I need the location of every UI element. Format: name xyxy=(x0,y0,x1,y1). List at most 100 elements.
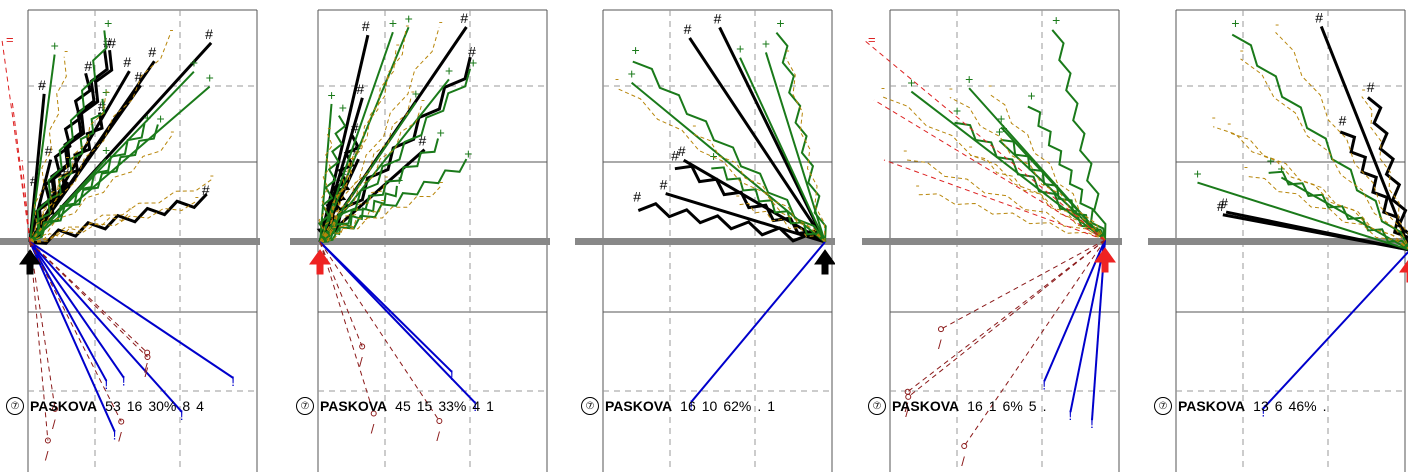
shot-off-mark: - xyxy=(881,80,885,94)
pass-line xyxy=(29,241,116,432)
goal-mark: # xyxy=(351,120,359,136)
shot-on-trail xyxy=(739,57,826,243)
shot-on-mark: + xyxy=(395,172,403,188)
lost-mark: / xyxy=(961,454,965,469)
shot-off-mark: - xyxy=(210,168,214,182)
shot-off-trail xyxy=(882,96,1106,241)
shot-on-mark: + xyxy=(328,87,336,103)
shot-off-trail xyxy=(319,96,412,243)
shot-off-mark: - xyxy=(384,169,388,183)
panel-3: # # # # # # + + + + + + - - - -! ⑦ PASKOVA 16 10 62%. 1 xyxy=(575,0,835,472)
lost-dot xyxy=(52,405,59,412)
goal-mark: # xyxy=(671,147,679,163)
player-arrow xyxy=(309,249,331,275)
shot-on-trail xyxy=(29,85,211,243)
lost-dot xyxy=(118,418,125,425)
shot-on-mark: + xyxy=(710,148,718,164)
shot-on-trail xyxy=(954,121,1106,241)
goal-mark: # xyxy=(1367,79,1375,95)
goal-mark: # xyxy=(362,18,370,34)
lost-line xyxy=(907,239,1106,398)
red-shot-mark: = xyxy=(868,32,876,47)
lost-dot xyxy=(44,437,51,444)
player-arrow xyxy=(1094,247,1116,273)
goal-mark: # xyxy=(678,143,686,159)
shot-on-mark: + xyxy=(339,99,347,115)
lost-mark: / xyxy=(371,421,375,436)
shot-off-mark: - xyxy=(381,192,385,206)
lost-dot xyxy=(144,349,151,356)
shot-on-mark: + xyxy=(437,125,445,141)
shot-off-trail xyxy=(1245,175,1408,250)
shot-off-trail xyxy=(319,26,440,243)
goal-mark: # xyxy=(633,189,641,205)
stat-value: 45 xyxy=(395,398,411,414)
shot-on-mark: + xyxy=(1267,152,1275,168)
shot-on-trail xyxy=(319,185,398,243)
midline-bar xyxy=(290,238,550,245)
shot-on-trail xyxy=(1280,176,1408,251)
goal-mark: # xyxy=(103,35,111,51)
goal-trail xyxy=(1319,25,1408,250)
shot-on-trail xyxy=(319,78,450,243)
shot-off-trail xyxy=(917,193,1106,241)
lost-dot xyxy=(904,388,911,395)
shot-on-mark: + xyxy=(469,55,477,71)
shot-off-trail xyxy=(318,133,333,243)
shot-off-mark: - xyxy=(439,15,443,29)
panel-2: # # # # # # # # + + + + + + + + + + - - - - - - - - - -!! / / / ⑦ PASKOV… xyxy=(290,0,550,472)
lost-dot xyxy=(937,326,944,333)
midline-bar xyxy=(862,238,1122,245)
red-shot-line xyxy=(863,39,1106,241)
panel-caption: ⑦ PASKOVA 16 10 62%. 1 xyxy=(581,397,775,415)
red-shot-line xyxy=(873,99,1106,241)
goal-mark: # xyxy=(108,35,116,51)
shot-on-mark: + xyxy=(1277,161,1285,177)
shot-on-mark: + xyxy=(143,109,151,125)
shot-on-mark: + xyxy=(762,35,770,51)
pass-line xyxy=(1069,239,1106,413)
shot-on-mark: + xyxy=(997,110,1005,126)
player-number-badge: ⑦ xyxy=(6,397,24,415)
shot-off-trail xyxy=(319,31,407,243)
shot-off-mark: - xyxy=(195,190,199,204)
goal-trail xyxy=(29,193,208,245)
red-shot-mark: = xyxy=(6,32,14,47)
pass-mark: ! xyxy=(1042,376,1046,392)
pass-line xyxy=(29,241,125,379)
pass-mark: ! xyxy=(113,427,117,443)
shot-on-mark: + xyxy=(1193,166,1201,182)
shot-off-mark: - xyxy=(405,18,409,32)
shot-off-mark: - xyxy=(969,139,973,153)
shot-on-mark: + xyxy=(51,38,59,54)
shot-on-trail xyxy=(29,54,56,243)
stat-value: 16 xyxy=(680,398,696,414)
pass-line xyxy=(1043,239,1106,382)
red-shot-line xyxy=(11,99,31,243)
shot-off-trail xyxy=(905,159,1106,241)
shot-on-trail xyxy=(319,26,410,243)
shot-off-mark: - xyxy=(411,84,415,98)
player-name: PASKOVA xyxy=(30,398,98,414)
shot-on-trail xyxy=(319,158,468,243)
player-name: PASKOVA xyxy=(605,398,673,414)
shot-off-trail xyxy=(785,57,826,243)
shot-off-trail xyxy=(988,93,1106,241)
stat-value: . xyxy=(757,398,762,414)
shot-on-trail xyxy=(1027,105,1106,241)
pass-mark: ! xyxy=(104,376,108,392)
lost-line xyxy=(29,241,49,441)
red-shot-line xyxy=(1,39,31,243)
shot-off-trail xyxy=(29,96,107,243)
lost-dot xyxy=(370,410,377,417)
lost-line xyxy=(319,241,363,347)
shot-on-mark: + xyxy=(965,71,973,87)
pitch-chart: #####++++-- ----! xyxy=(1148,9,1408,472)
shot-on-trail xyxy=(775,31,827,243)
shot-on-trail xyxy=(1051,29,1107,241)
pass-line xyxy=(690,241,826,403)
shot-on-trail xyxy=(1231,33,1408,249)
shot-off-mark: - xyxy=(439,175,443,189)
